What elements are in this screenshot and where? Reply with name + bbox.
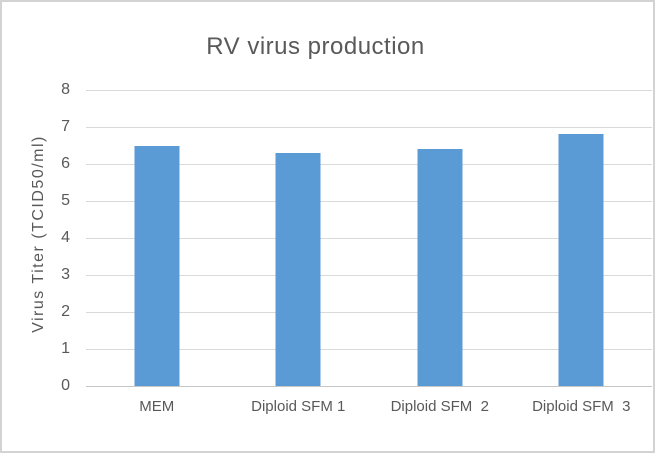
y-tick-label: 2 bbox=[61, 303, 70, 320]
y-tick-label: 0 bbox=[61, 377, 70, 394]
gridline bbox=[86, 164, 652, 165]
gridline bbox=[86, 90, 652, 91]
y-tick-label: 1 bbox=[61, 340, 70, 357]
y-tick-label: 8 bbox=[61, 81, 70, 98]
y-tick-label: 7 bbox=[61, 118, 70, 135]
chart-title: RV virus production bbox=[206, 33, 425, 60]
gridline bbox=[86, 349, 652, 350]
x-tick-label: Diploid SFM 2 bbox=[390, 398, 489, 415]
x-tick-label: MEM bbox=[139, 398, 175, 415]
x-tick-label: Diploid SFM 3 bbox=[532, 398, 631, 415]
x-axis-tick-labels: MEM Diploid SFM 1 Diploid SFM 2 Diploid SFM… bbox=[86, 397, 652, 417]
gridline bbox=[86, 275, 652, 276]
bar bbox=[417, 149, 463, 386]
y-tick-label: 4 bbox=[61, 229, 70, 246]
y-tick-label: 3 bbox=[61, 266, 70, 283]
bar bbox=[275, 152, 321, 386]
gridline bbox=[86, 127, 652, 128]
y-axis-tick-labels: 0 1 2 3 4 5 6 7 8 bbox=[2, 82, 70, 394]
plot-area bbox=[86, 90, 652, 387]
y-tick-label: 6 bbox=[61, 155, 70, 172]
gridline bbox=[86, 238, 652, 239]
bar bbox=[134, 145, 180, 386]
bar bbox=[558, 134, 604, 386]
y-tick-label: 5 bbox=[61, 192, 70, 209]
gridline bbox=[86, 312, 652, 313]
x-tick-label: Diploid SFM 1 bbox=[251, 398, 346, 415]
gridline bbox=[86, 201, 652, 202]
